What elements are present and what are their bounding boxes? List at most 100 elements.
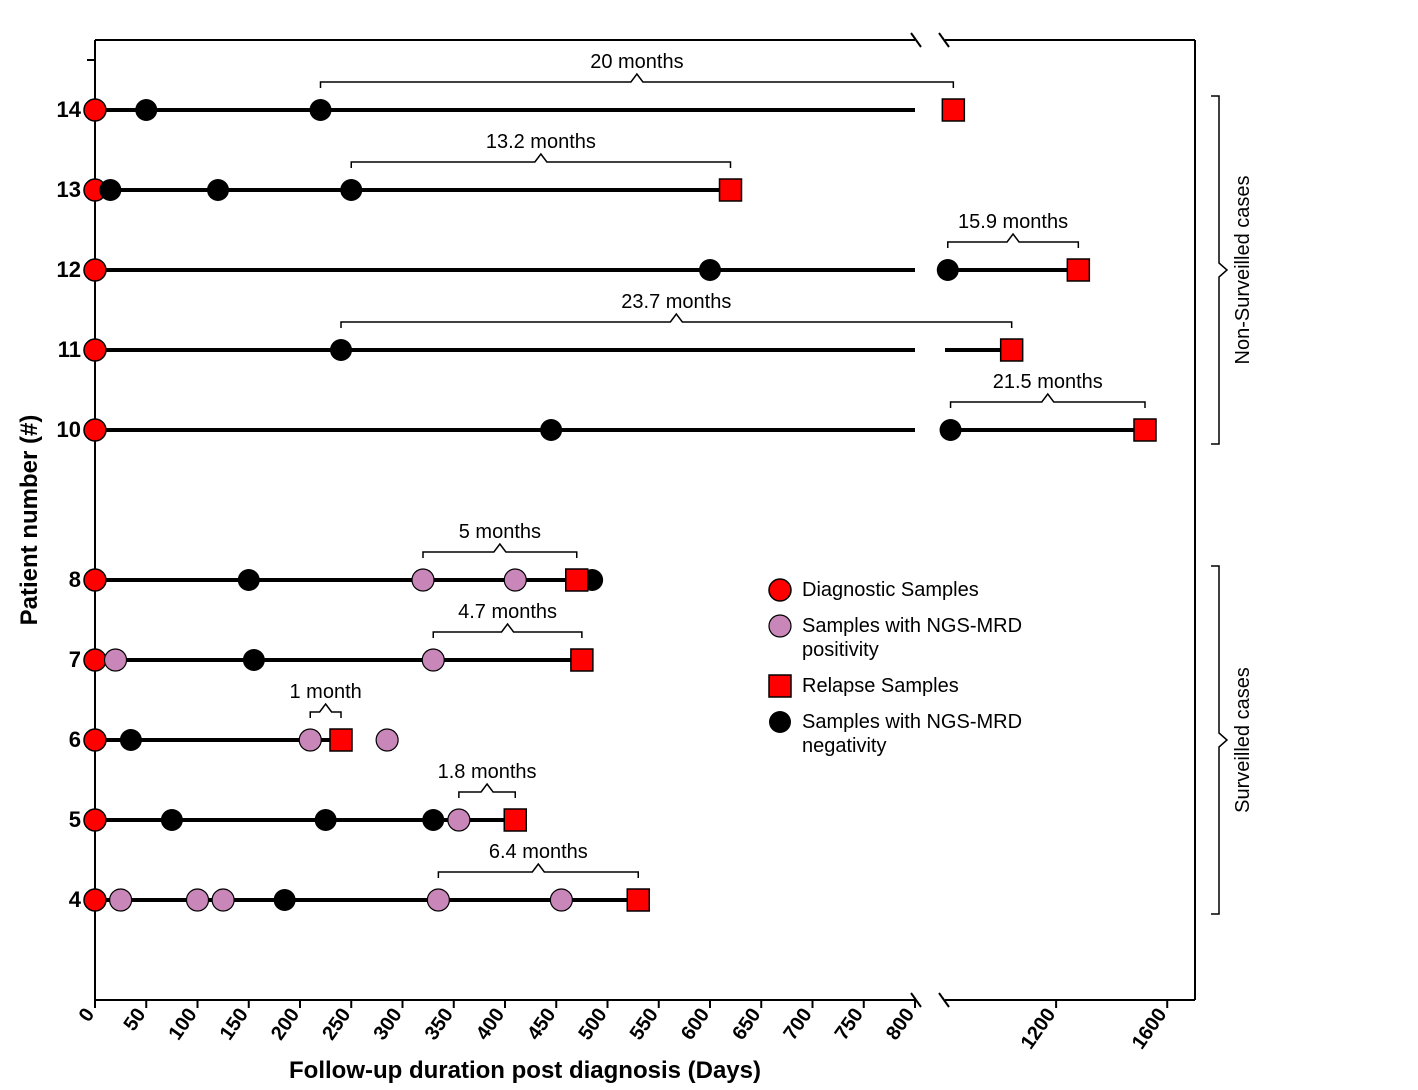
positivity-marker [376, 729, 398, 751]
relapse-marker [566, 569, 588, 591]
positivity-marker [422, 649, 444, 671]
svg-text:1600: 1600 [1128, 1004, 1172, 1053]
svg-text:250: 250 [318, 1004, 355, 1044]
relapse-marker [1001, 339, 1023, 361]
negativity-marker [769, 711, 791, 733]
swimmer-plot: 0501001502002503003504004505005506006507… [0, 0, 1418, 1090]
positivity-marker [769, 615, 791, 637]
y-axis-label: Patient number (#) [16, 415, 43, 626]
bracket-label: 1 month [289, 681, 361, 703]
negativity-marker [274, 889, 296, 911]
svg-text:14: 14 [57, 97, 82, 122]
positivity-marker [299, 729, 321, 751]
svg-text:650: 650 [728, 1004, 765, 1044]
positivity-marker [427, 889, 449, 911]
bracket [310, 704, 341, 718]
relapse-marker [571, 649, 593, 671]
svg-text:750: 750 [831, 1004, 868, 1044]
negativity-marker [238, 569, 260, 591]
legend-label: Samples with NGS-MRD [802, 711, 1022, 733]
positivity-marker [504, 569, 526, 591]
svg-text:6: 6 [69, 727, 81, 752]
negativity-marker [207, 179, 229, 201]
patient-row: 21.5 months [84, 371, 1156, 441]
svg-text:5: 5 [69, 807, 81, 832]
bracket-label: 6.4 months [489, 841, 588, 863]
patient-row: 4.7 months [84, 601, 593, 671]
svg-text:10: 10 [57, 417, 81, 442]
legend-label: Relapse Samples [802, 675, 959, 697]
legend: Diagnostic SamplesSamples with NGS-MRDpo… [769, 579, 1022, 757]
svg-text:7: 7 [69, 647, 81, 672]
svg-text:300: 300 [369, 1004, 406, 1044]
bracket-label: 13.2 months [486, 131, 596, 153]
bracket [351, 154, 730, 168]
legend-label: Diagnostic Samples [802, 579, 979, 601]
patient-row: 13.2 months [84, 131, 742, 201]
bracket [433, 624, 582, 638]
negativity-marker [340, 179, 362, 201]
svg-text:4: 4 [69, 887, 82, 912]
positivity-marker [110, 889, 132, 911]
patient-row: 23.7 months [84, 291, 1023, 361]
bracket [423, 544, 577, 558]
bracket [321, 74, 954, 88]
bracket [438, 864, 638, 878]
relapse-marker [504, 809, 526, 831]
group-bracket [1211, 96, 1227, 444]
diagnostic-marker [84, 809, 106, 831]
bracket [459, 784, 515, 798]
diagnostic-marker [84, 729, 106, 751]
positivity-marker [212, 889, 234, 911]
bracket-label: 15.9 months [958, 211, 1068, 233]
negativity-marker [940, 419, 962, 441]
patient-row: 20 months [84, 51, 964, 121]
x-axis-label: Follow-up duration post diagnosis (Days) [289, 1057, 761, 1084]
positivity-marker [550, 889, 572, 911]
negativity-marker [699, 259, 721, 281]
svg-text:600: 600 [677, 1004, 714, 1044]
svg-text:800: 800 [882, 1004, 919, 1044]
patient-row: 1.8 months [84, 761, 537, 831]
negativity-marker [135, 99, 157, 121]
relapse-marker [1067, 259, 1089, 281]
svg-text:350: 350 [421, 1004, 458, 1044]
svg-text:50: 50 [120, 1004, 151, 1035]
group-label: Surveilled cases [1232, 667, 1254, 813]
positivity-marker [448, 809, 470, 831]
relapse-marker [720, 179, 742, 201]
patient-row: 6.4 months [84, 841, 649, 911]
patient-row: 15.9 months [84, 211, 1089, 281]
negativity-marker [315, 809, 337, 831]
bracket [951, 394, 1145, 408]
patient-row: 5 months [84, 521, 603, 591]
svg-text:1200: 1200 [1017, 1004, 1061, 1053]
svg-text:500: 500 [574, 1004, 611, 1044]
svg-text:100: 100 [164, 1004, 201, 1044]
bracket-label: 4.7 months [458, 601, 557, 623]
relapse-marker [627, 889, 649, 911]
diagnostic-marker [84, 889, 106, 911]
diagnostic-marker [769, 579, 791, 601]
positivity-marker [187, 889, 209, 911]
svg-text:8: 8 [69, 567, 81, 592]
patient-row: 1 month [84, 681, 398, 751]
bracket-label: 23.7 months [621, 291, 731, 313]
negativity-marker [161, 809, 183, 831]
bracket-label: 5 months [459, 521, 541, 543]
negativity-marker [937, 259, 959, 281]
negativity-marker [540, 419, 562, 441]
diagnostic-marker [84, 569, 106, 591]
relapse-marker [942, 99, 964, 121]
svg-text:550: 550 [626, 1004, 663, 1044]
bracket [948, 234, 1079, 248]
svg-text:400: 400 [472, 1004, 509, 1044]
bracket-label: 1.8 months [438, 761, 537, 783]
bracket-label: 21.5 months [993, 371, 1103, 393]
svg-text:12: 12 [57, 257, 81, 282]
svg-text:11: 11 [58, 337, 81, 362]
diagnostic-marker [84, 339, 106, 361]
negativity-marker [310, 99, 332, 121]
svg-text:450: 450 [523, 1004, 560, 1044]
negativity-marker [330, 339, 352, 361]
